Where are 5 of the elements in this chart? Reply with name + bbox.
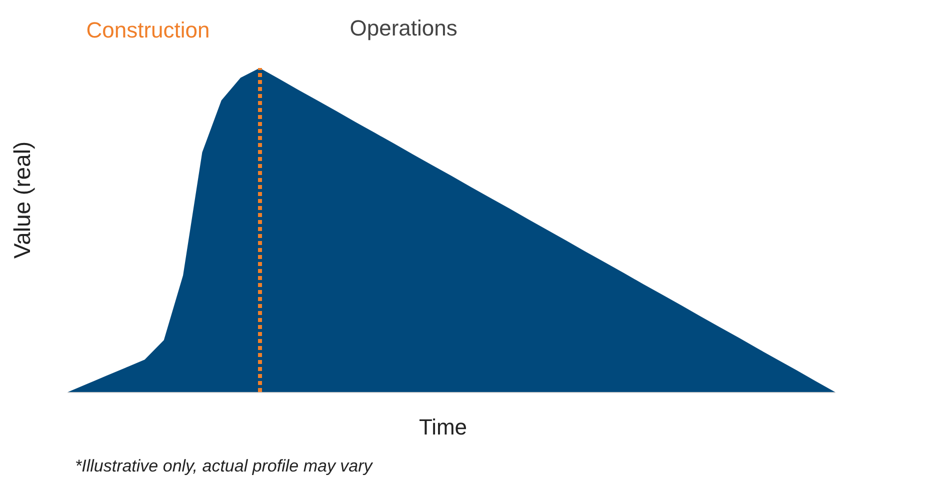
text: Construction bbox=[86, 18, 210, 42]
x-axis-title: Time bbox=[418, 414, 468, 440]
y-axis-title: Value (real) bbox=[9, 141, 35, 259]
text: Operations bbox=[350, 16, 458, 40]
text: *Illustrative only, actual profile may vary bbox=[75, 456, 374, 476]
